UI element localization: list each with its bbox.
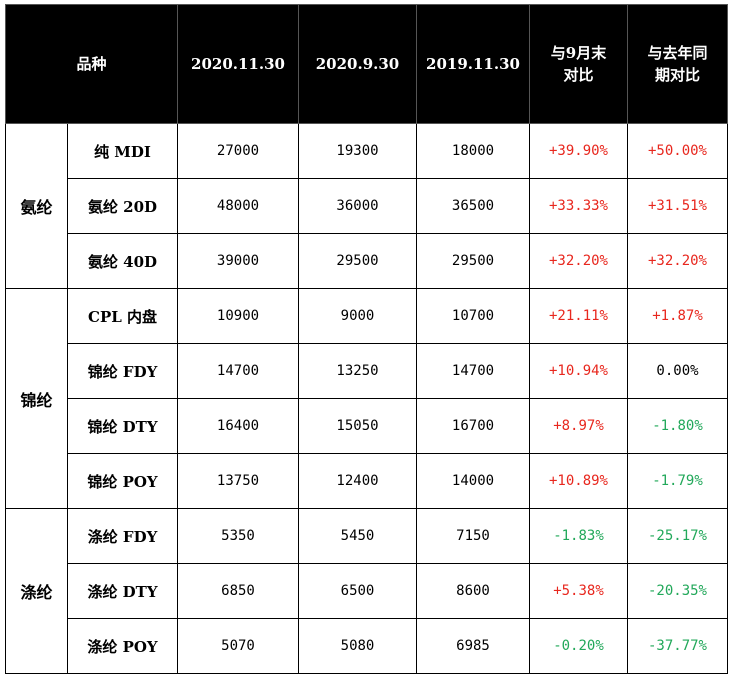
change-vs-september: +21.11%: [529, 288, 628, 344]
change-vs-last-year: +1.87%: [627, 288, 728, 344]
price-2020-11-30: 27000: [177, 123, 299, 179]
price-2020-11-30: 16400: [177, 398, 299, 454]
change-vs-september: +10.94%: [529, 343, 628, 399]
change-vs-last-year: 0.00%: [627, 343, 728, 399]
group-label: 氨纶: [5, 123, 68, 289]
change-vs-last-year: -1.80%: [627, 398, 728, 454]
price-2020-9-30: 13250: [298, 343, 417, 399]
price-2020-11-30: 14700: [177, 343, 299, 399]
table-row: 氨纶 20D 48000 36000 36500 +33.33% +31.51%: [6, 178, 728, 234]
change-vs-september: +33.33%: [529, 178, 628, 234]
change-vs-september: +10.89%: [529, 453, 628, 509]
header-product: 品种: [5, 4, 178, 124]
price-2020-9-30: 5450: [298, 508, 417, 564]
product-name: CPL 内盘: [67, 288, 178, 344]
product-name: 锦纶 DTY: [67, 398, 178, 454]
table-row: 锦纶 DTY 16400 15050 16700 +8.97% -1.80%: [6, 398, 728, 454]
change-vs-last-year: -1.79%: [627, 453, 728, 509]
table-row: 涤纶 POY 5070 5080 6985 -0.20% -37.77%: [6, 618, 728, 674]
price-2019-11-30: 16700: [416, 398, 530, 454]
price-comparison-table: 品种 2020.11.30 2020.9.30 2019.11.30 与9月末 …: [5, 4, 728, 674]
price-2019-11-30: 6985: [416, 618, 530, 674]
product-name: 涤纶 FDY: [67, 508, 178, 564]
header-row: 品种 2020.11.30 2020.9.30 2019.11.30 与9月末 …: [5, 4, 728, 124]
price-2019-11-30: 14000: [416, 453, 530, 509]
table-row: 锦纶 POY 13750 12400 14000 +10.89% -1.79%: [6, 453, 728, 509]
price-2020-11-30: 39000: [177, 233, 299, 289]
product-name: 氨纶 20D: [67, 178, 178, 234]
header-2019-11-30: 2019.11.30: [416, 4, 530, 124]
product-name: 纯 MDI: [67, 123, 178, 179]
price-2019-11-30: 36500: [416, 178, 530, 234]
group-label: 锦纶: [5, 288, 68, 509]
header-vs-september: 与9月末 对比: [529, 4, 628, 124]
price-2020-11-30: 48000: [177, 178, 299, 234]
table-row: 氨纶 40D 39000 29500 29500 +32.20% +32.20%: [6, 233, 728, 289]
price-2020-9-30: 36000: [298, 178, 417, 234]
header-vs-last-year: 与去年同 期对比: [627, 4, 728, 124]
change-vs-last-year: +31.51%: [627, 178, 728, 234]
price-2019-11-30: 29500: [416, 233, 530, 289]
change-vs-september: -0.20%: [529, 618, 628, 674]
price-2020-9-30: 19300: [298, 123, 417, 179]
table-row: 锦纶 FDY 14700 13250 14700 +10.94% 0.00%: [6, 343, 728, 399]
change-vs-september: +32.20%: [529, 233, 628, 289]
change-vs-last-year: -20.35%: [627, 563, 728, 619]
change-vs-september: -1.83%: [529, 508, 628, 564]
header-2020-11-30: 2020.11.30: [177, 4, 299, 124]
price-2019-11-30: 7150: [416, 508, 530, 564]
product-name: 锦纶 FDY: [67, 343, 178, 399]
product-name: 氨纶 40D: [67, 233, 178, 289]
price-2020-9-30: 9000: [298, 288, 417, 344]
product-name: 锦纶 POY: [67, 453, 178, 509]
group-label: 涤纶: [5, 508, 68, 674]
price-2020-11-30: 5350: [177, 508, 299, 564]
price-2019-11-30: 18000: [416, 123, 530, 179]
price-2019-11-30: 14700: [416, 343, 530, 399]
product-name: 涤纶 POY: [67, 618, 178, 674]
price-2020-9-30: 15050: [298, 398, 417, 454]
price-2020-11-30: 5070: [177, 618, 299, 674]
product-name: 涤纶 DTY: [67, 563, 178, 619]
price-2020-9-30: 6500: [298, 563, 417, 619]
table-row: 涤纶 DTY 6850 6500 8600 +5.38% -20.35%: [6, 563, 728, 619]
change-vs-last-year: -37.77%: [627, 618, 728, 674]
price-2020-9-30: 5080: [298, 618, 417, 674]
change-vs-last-year: +32.20%: [627, 233, 728, 289]
table-row: 锦纶 CPL 内盘 10900 9000 10700 +21.11% +1.87%: [5, 288, 728, 509]
price-2020-11-30: 10900: [177, 288, 299, 344]
price-2019-11-30: 8600: [416, 563, 530, 619]
price-2020-9-30: 12400: [298, 453, 417, 509]
table-row: 氨纶纯 MDI 27000 19300 18000 +39.90% +50.00%: [5, 123, 728, 289]
change-vs-september: +8.97%: [529, 398, 628, 454]
price-2020-11-30: 6850: [177, 563, 299, 619]
change-vs-last-year: -25.17%: [627, 508, 728, 564]
price-2020-9-30: 29500: [298, 233, 417, 289]
price-2020-11-30: 13750: [177, 453, 299, 509]
table-row: 涤纶 涤纶 FDY 5350 5450 7150 -1.83% -25.17%: [5, 508, 728, 674]
change-vs-september: +39.90%: [529, 123, 628, 179]
change-vs-september: +5.38%: [529, 563, 628, 619]
header-2020-9-30: 2020.9.30: [298, 4, 417, 124]
price-2019-11-30: 10700: [416, 288, 530, 344]
change-vs-last-year: +50.00%: [627, 123, 728, 179]
